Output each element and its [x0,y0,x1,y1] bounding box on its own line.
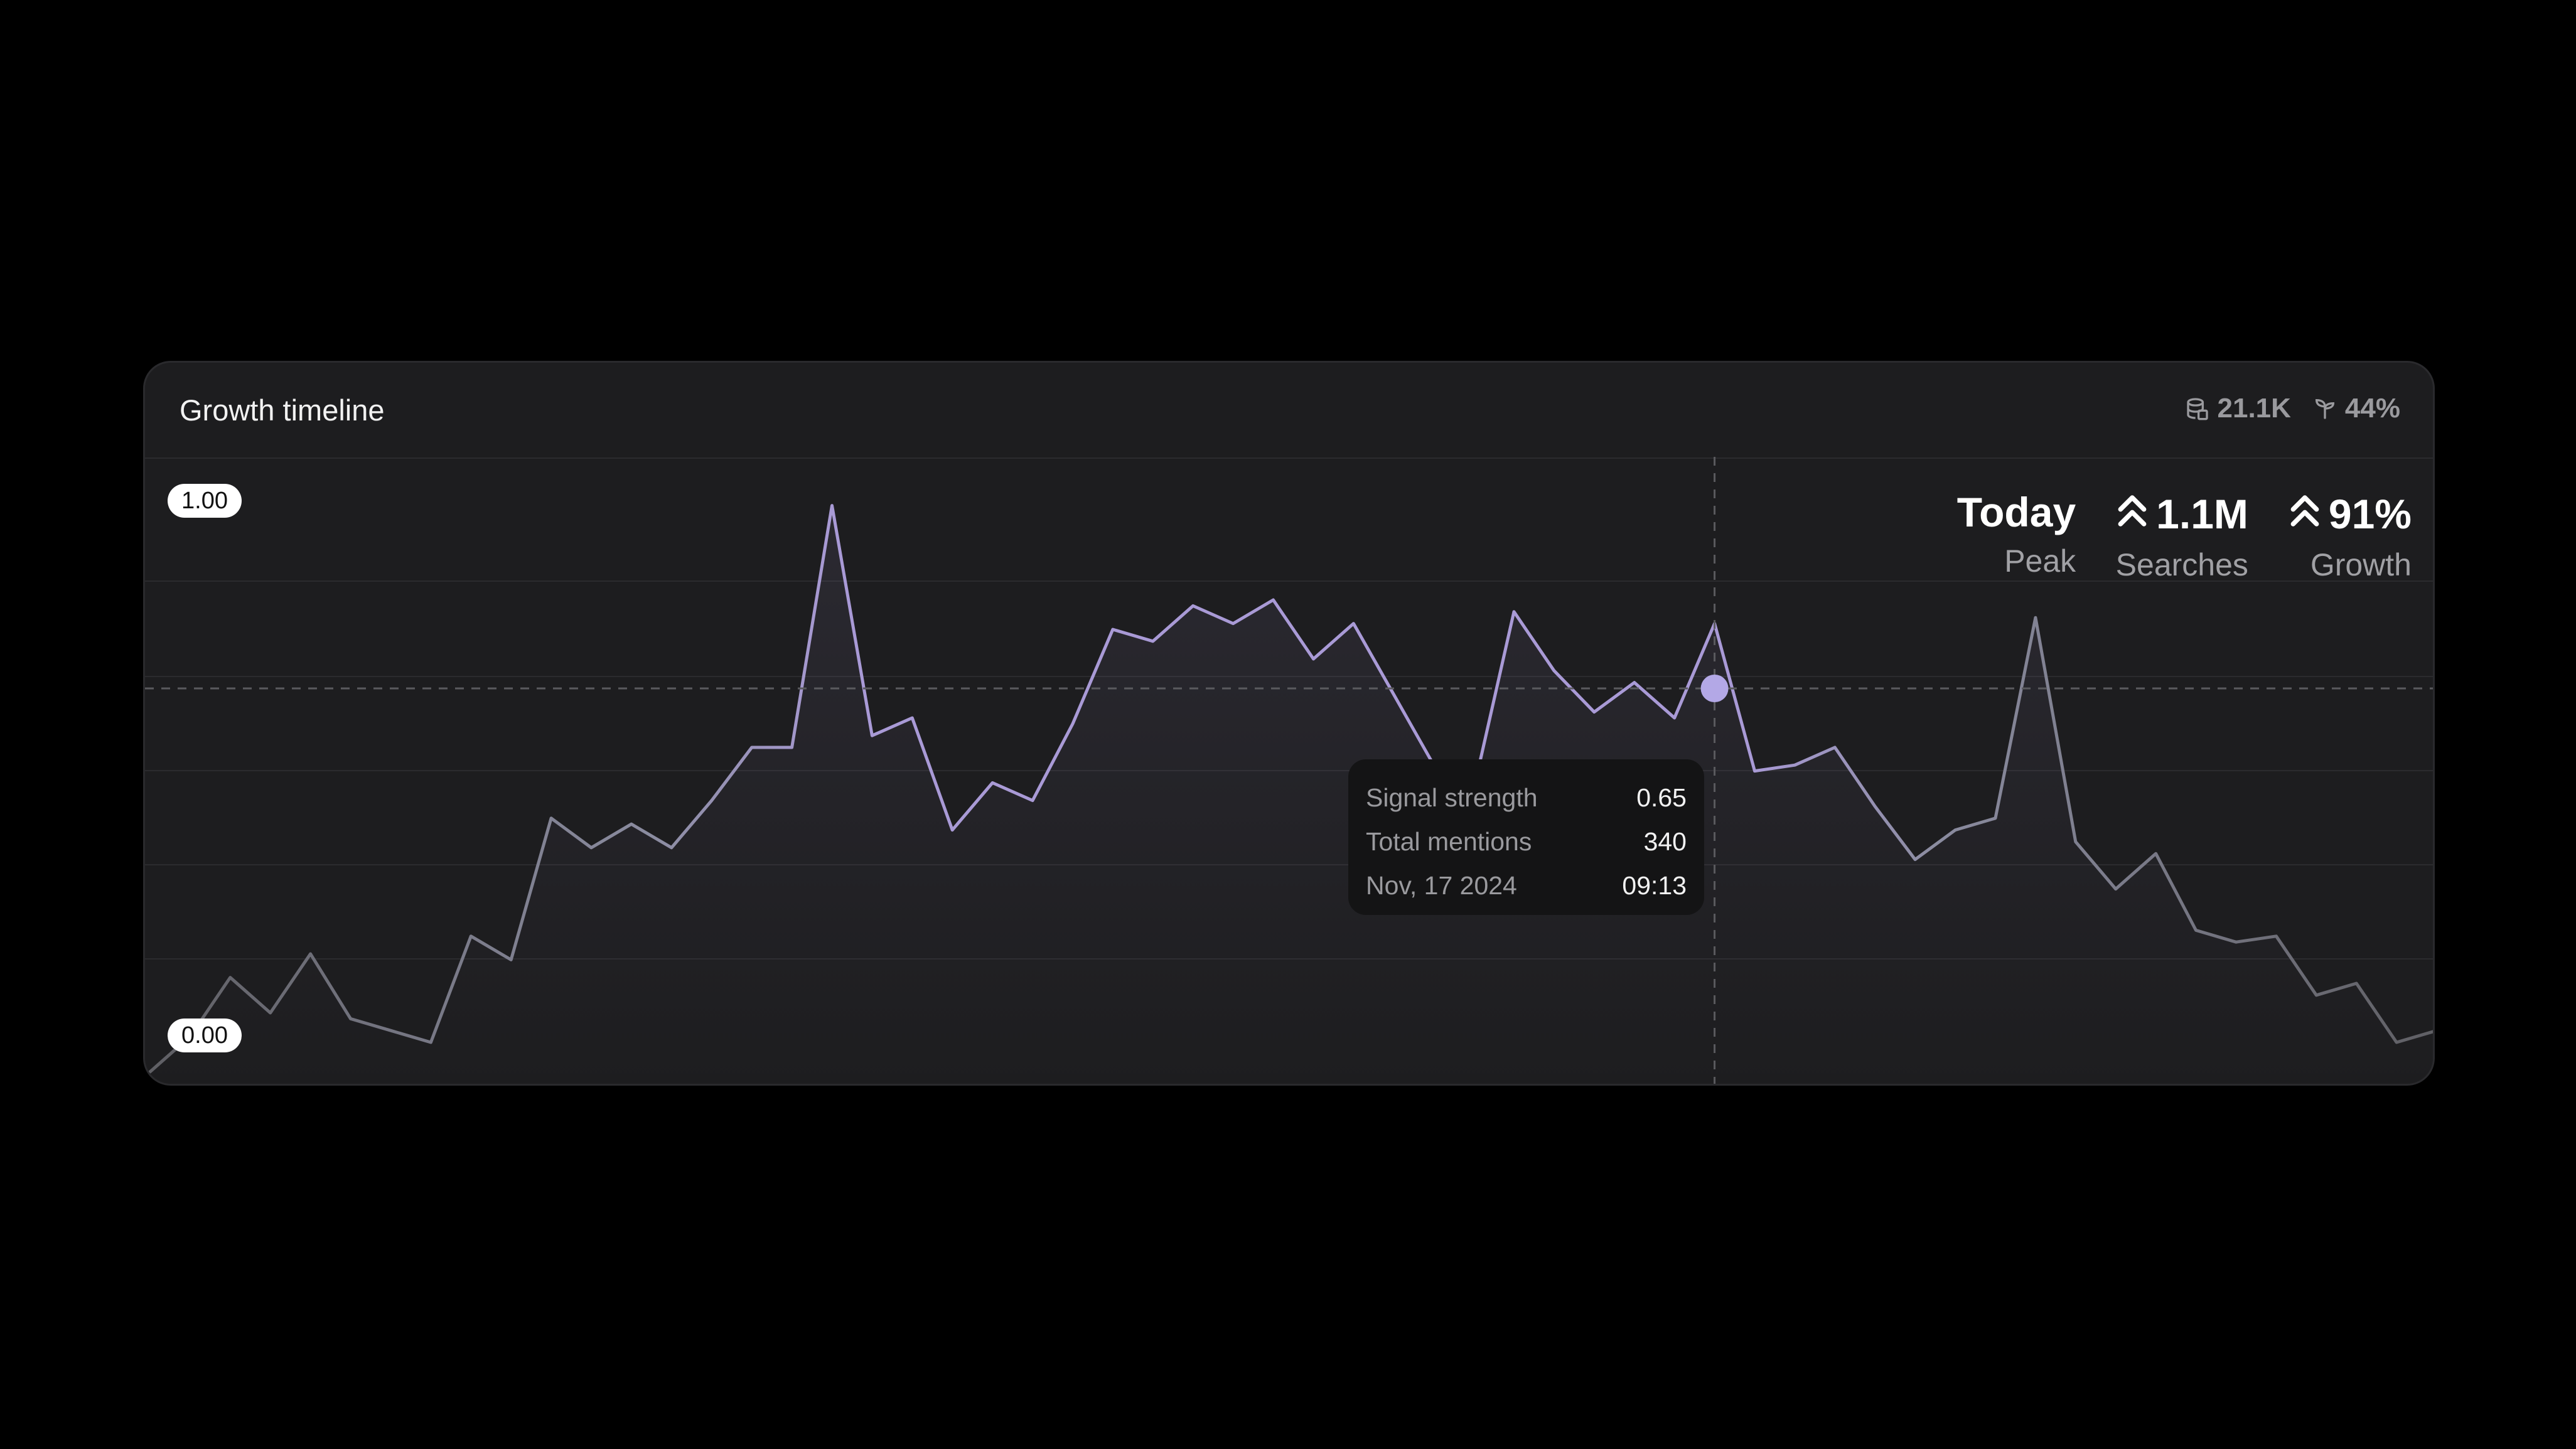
kpi-searches-value: 1.1M [2115,491,2248,537]
data-tooltip: Signal strength 0.65 Total mentions 340 … [1348,759,1704,915]
tooltip-signal-label: Signal strength [1366,783,1538,812]
growth-chart [145,457,2433,1084]
records-stat-value: 21.1K [2217,393,2291,424]
y-axis-max-label: 1.00 [168,484,242,518]
series-area [150,505,2433,1084]
tooltip-row-mentions: Total mentions 340 [1366,820,1687,864]
double-chevron-up-icon [2287,491,2322,537]
kpi-peak-label: Peak [2004,543,2076,579]
kpi-growth-value: 91% [2287,491,2412,537]
database-icon [2185,396,2210,421]
kpi-searches-value-text: 1.1M [2156,491,2248,537]
kpi-growth-label: Growth [2310,547,2412,582]
card-title: Growth timeline [180,393,385,427]
kpi-searches: 1.1M Searches [2115,491,2248,580]
growth-stat: 44% [2312,393,2400,424]
kpi-peak: Today Peak [1957,491,2076,580]
tooltip-row-signal: Signal strength 0.65 [1366,776,1687,820]
kpi-group: Today Peak 1.1M Searches [1957,491,2412,580]
tooltip-row-date: Nov, 17 2024 09:13 [1366,864,1687,907]
tooltip-signal-value: 0.65 [1636,783,1687,812]
kpi-growth: 91% Growth [2287,491,2412,580]
tooltip-time-value: 09:13 [1622,870,1687,900]
double-chevron-up-icon [2115,491,2150,537]
kpi-peak-value-text: Today [1956,489,2076,535]
y-axis-min-label: 0.00 [168,1019,242,1052]
kpi-growth-value-text: 91% [2328,491,2412,537]
series-line [148,504,2433,1074]
tooltip-mentions-value: 340 [1643,826,1687,856]
highlight-point[interactable] [1700,675,1729,702]
sprout-icon [2312,396,2337,421]
tooltip-mentions-label: Total mentions [1366,826,1532,856]
growth-stat-value: 44% [2344,393,2400,424]
records-stat: 21.1K [2185,393,2291,424]
tooltip-date-label: Nov, 17 2024 [1366,870,1517,900]
top-stats: 21.1K 44% [2185,393,2400,424]
kpi-searches-label: Searches [2115,547,2248,582]
kpi-peak-value: Today [1957,491,2076,533]
growth-timeline-card: Growth timeline 21.1K 44% [143,361,2435,1086]
